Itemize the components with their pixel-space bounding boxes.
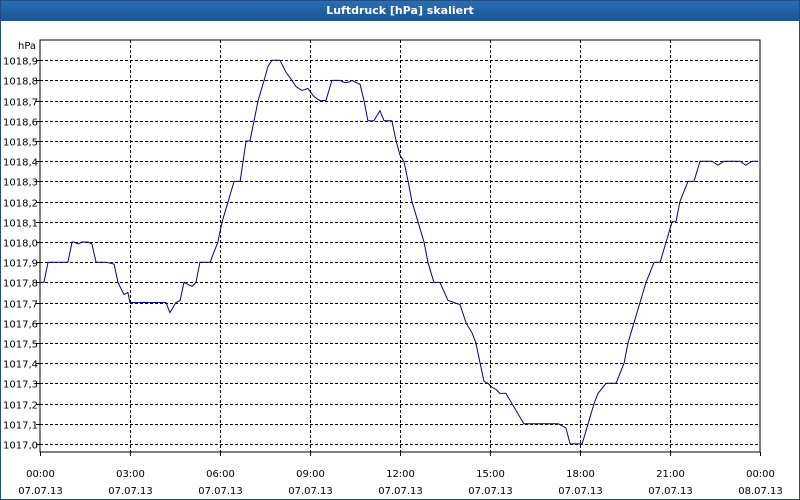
x-tick-date: 07.07.13 xyxy=(108,486,153,497)
y-tick-label: 1017,0 xyxy=(3,441,38,452)
x-tick-date: 07.07.13 xyxy=(378,486,423,497)
y-tick-label: 1018,4 xyxy=(3,158,38,169)
x-tick-time: 03:00 xyxy=(116,469,145,480)
y-tick-label: 1017,4 xyxy=(3,360,38,371)
y-tick-label: 1017,3 xyxy=(3,380,38,391)
y-tick-label: 1018,3 xyxy=(3,178,38,189)
x-tick-time: 09:00 xyxy=(296,469,325,480)
x-tick-time: 18:00 xyxy=(566,469,595,480)
y-tick-label: 1017,2 xyxy=(3,401,38,412)
series-line xyxy=(40,59,758,445)
x-tick-date: 08.07.13 xyxy=(738,486,783,497)
x-tick-date: 07.07.13 xyxy=(468,486,513,497)
x-tick-time: 12:00 xyxy=(386,469,415,480)
y-tick-label: 1018,2 xyxy=(3,199,38,210)
y-tick-label: 1017,5 xyxy=(3,340,38,351)
y-tick-label: 1017,9 xyxy=(3,259,38,270)
y-tick-label: 1018,9 xyxy=(3,57,38,68)
y-axis-ticks: 1017,0 1017,1 1017,2 1017,3 1017,4 1017,5 1017… xyxy=(3,57,40,452)
x-tick-time: 15:00 xyxy=(476,469,505,480)
x-tick-date: 07.07.13 xyxy=(288,486,333,497)
y-tick-label: 1017,1 xyxy=(3,421,38,432)
y-tick-label: 1018,6 xyxy=(3,118,38,129)
y-tick-label: 1017,7 xyxy=(3,300,38,311)
x-tick-time: 00:00 xyxy=(746,469,775,480)
y-axis-label: hPa xyxy=(18,41,36,52)
x-axis-ticks: 00:00 07.07.13 03:00 07.07.13 06:00 07.07.13 0… xyxy=(18,452,783,497)
x-tick-time: 00:00 xyxy=(26,469,55,480)
x-tick-time: 21:00 xyxy=(656,469,685,480)
x-tick-date: 07.07.13 xyxy=(558,486,603,497)
x-tick-date: 07.07.13 xyxy=(198,486,243,497)
y-tick-label: 1018,0 xyxy=(3,239,38,250)
y-tick-label: 1018,8 xyxy=(3,77,38,88)
y-tick-label: 1017,8 xyxy=(3,279,38,290)
y-tick-label: 1018,7 xyxy=(3,98,38,109)
chart-title: Luftdruck [hPa] skaliert xyxy=(1,1,799,21)
y-tick-label: 1017,6 xyxy=(3,320,38,331)
x-tick-time: 06:00 xyxy=(206,469,235,480)
y-tick-label: 1018,1 xyxy=(3,219,38,230)
grid-lines xyxy=(40,40,760,452)
y-tick-label: 1018,5 xyxy=(3,138,38,149)
x-tick-date: 07.07.13 xyxy=(18,486,63,497)
x-tick-date: 07.07.13 xyxy=(648,486,693,497)
